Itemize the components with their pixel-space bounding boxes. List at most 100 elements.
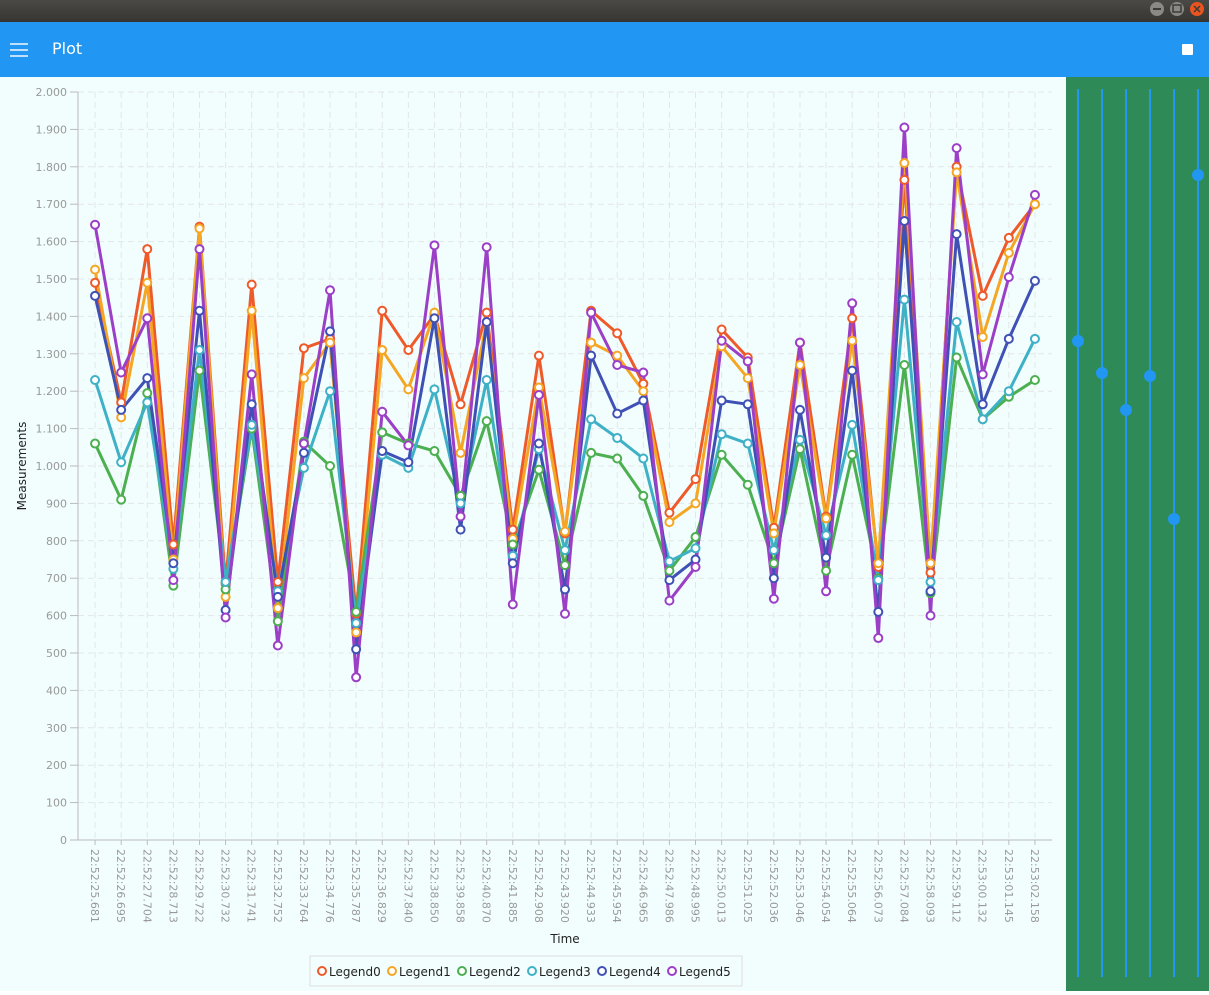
data-point [821, 552, 832, 563]
data-point [951, 143, 962, 154]
data-point [246, 279, 257, 290]
x-tick-label: 22:53:01.145 [1002, 849, 1015, 923]
data-point [742, 479, 753, 490]
window-title-bar [0, 0, 1209, 22]
slider-thumb[interactable] [1072, 335, 1084, 347]
legend-label: Legend3 [539, 965, 591, 979]
data-point [351, 627, 362, 638]
data-point [142, 388, 153, 399]
data-point [560, 584, 570, 595]
x-tick-label: 22:52:26.695 [114, 849, 127, 923]
data-point [377, 406, 388, 417]
x-tick-label: 22:52:37.840 [401, 849, 414, 923]
menu-icon-line [10, 49, 28, 51]
data-point [220, 576, 231, 587]
data-point [429, 384, 440, 395]
data-point [507, 599, 518, 610]
data-point [847, 298, 858, 309]
y-tick-label: 1.100 [36, 423, 68, 436]
data-point [194, 223, 205, 234]
data-point [481, 317, 492, 328]
data-point [899, 294, 910, 305]
data-point [246, 399, 257, 410]
data-point [873, 633, 884, 644]
data-point [794, 434, 805, 445]
data-point [377, 446, 388, 457]
data-point [977, 369, 988, 380]
data-point [612, 360, 623, 371]
data-point [768, 528, 779, 539]
data-point [325, 461, 336, 471]
x-tick-label: 22:52:38.850 [427, 849, 440, 923]
app-title: Plot [52, 39, 83, 58]
data-point [977, 331, 988, 342]
data-point [116, 404, 127, 415]
checkbox[interactable] [1182, 44, 1193, 55]
menu-icon-line [10, 55, 28, 57]
data-point [481, 416, 492, 427]
data-point [351, 606, 362, 617]
data-point [716, 449, 727, 460]
data-point [716, 335, 727, 346]
data-point [533, 464, 544, 475]
data-point [690, 543, 701, 554]
slider-thumb[interactable] [1120, 404, 1132, 416]
slider-thumb[interactable] [1168, 513, 1180, 525]
data-point [742, 373, 753, 384]
x-tick-label: 22:52:48.995 [689, 849, 702, 923]
y-tick-label: 1.900 [36, 123, 68, 136]
data-point [638, 395, 649, 406]
slider-thumb[interactable] [1192, 169, 1204, 181]
data-point [794, 444, 805, 455]
data-point [768, 558, 779, 569]
x-tick-label: 22:52:29.722 [192, 849, 205, 923]
data-point [1003, 247, 1014, 258]
data-point [925, 586, 936, 597]
data-point [847, 335, 858, 346]
data-point [298, 343, 309, 354]
slider-thumb[interactable] [1144, 370, 1156, 382]
x-tick-label: 22:52:46.965 [636, 849, 649, 923]
maximize-button[interactable] [1170, 2, 1184, 16]
data-point [977, 399, 988, 410]
data-point [142, 244, 153, 255]
data-point [847, 313, 858, 324]
y-tick-label: 800 [46, 535, 67, 548]
data-point [194, 345, 205, 356]
data-point [1003, 272, 1014, 283]
x-tick-label: 22:52:31.741 [245, 849, 258, 923]
x-axis-label: Time [549, 932, 579, 946]
data-point [951, 229, 962, 240]
data-point [481, 242, 492, 253]
data-point [794, 404, 805, 415]
x-tick-label: 22:52:41.885 [506, 849, 519, 923]
slider-thumb[interactable] [1096, 367, 1108, 379]
x-tick-label: 22:52:58.093 [924, 849, 937, 923]
data-point [429, 240, 440, 251]
data-point [507, 524, 518, 535]
window-buttons [1150, 2, 1204, 16]
y-tick-label: 0 [60, 834, 67, 847]
y-tick-label: 300 [46, 722, 67, 735]
data-point [298, 447, 309, 458]
y-tick-label: 700 [46, 572, 67, 585]
app-bar: Plot [0, 22, 1209, 77]
y-tick-label: 2.000 [36, 86, 68, 99]
menu-button[interactable] [0, 22, 40, 77]
x-tick-label: 22:52:43.920 [558, 849, 571, 923]
data-point [194, 305, 205, 316]
chart: 0 100 200 300 400 500 600 700 800 900 1.000 1.100 1.… [15, 86, 1052, 987]
data-point [899, 216, 910, 227]
x-tick-label: 22:52:53.046 [793, 849, 806, 923]
x-tick-label: 22:53:02.158 [1028, 849, 1041, 923]
data-point [664, 595, 675, 606]
data-point [794, 337, 805, 348]
y-tick-label: 1.400 [36, 310, 68, 323]
data-point [560, 526, 570, 537]
data-point [351, 644, 362, 655]
data-point [533, 438, 544, 449]
data-point [272, 616, 283, 627]
x-tick-label: 22:52:45.954 [610, 849, 623, 923]
data-point [403, 457, 414, 468]
